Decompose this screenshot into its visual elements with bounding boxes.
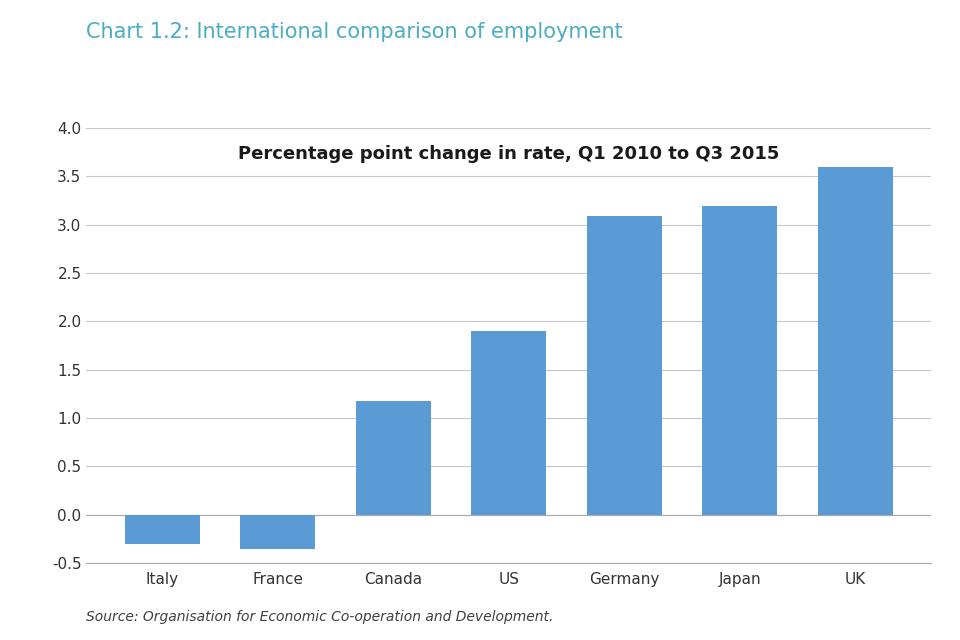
Bar [818,166,893,515]
Bar [356,401,431,515]
Bar [125,515,200,544]
Text: Percentage point change in rate, Q1 2010 to Q3 2015: Percentage point change in rate, Q1 2010… [238,145,780,163]
Bar [240,515,315,548]
Bar [587,216,661,515]
Bar [471,331,546,515]
Text: Source: Organisation for Economic Co-operation and Development.: Source: Organisation for Economic Co-ope… [86,610,554,624]
Text: Chart 1.2: International comparison of employment: Chart 1.2: International comparison of e… [86,22,623,42]
Bar [703,206,778,515]
